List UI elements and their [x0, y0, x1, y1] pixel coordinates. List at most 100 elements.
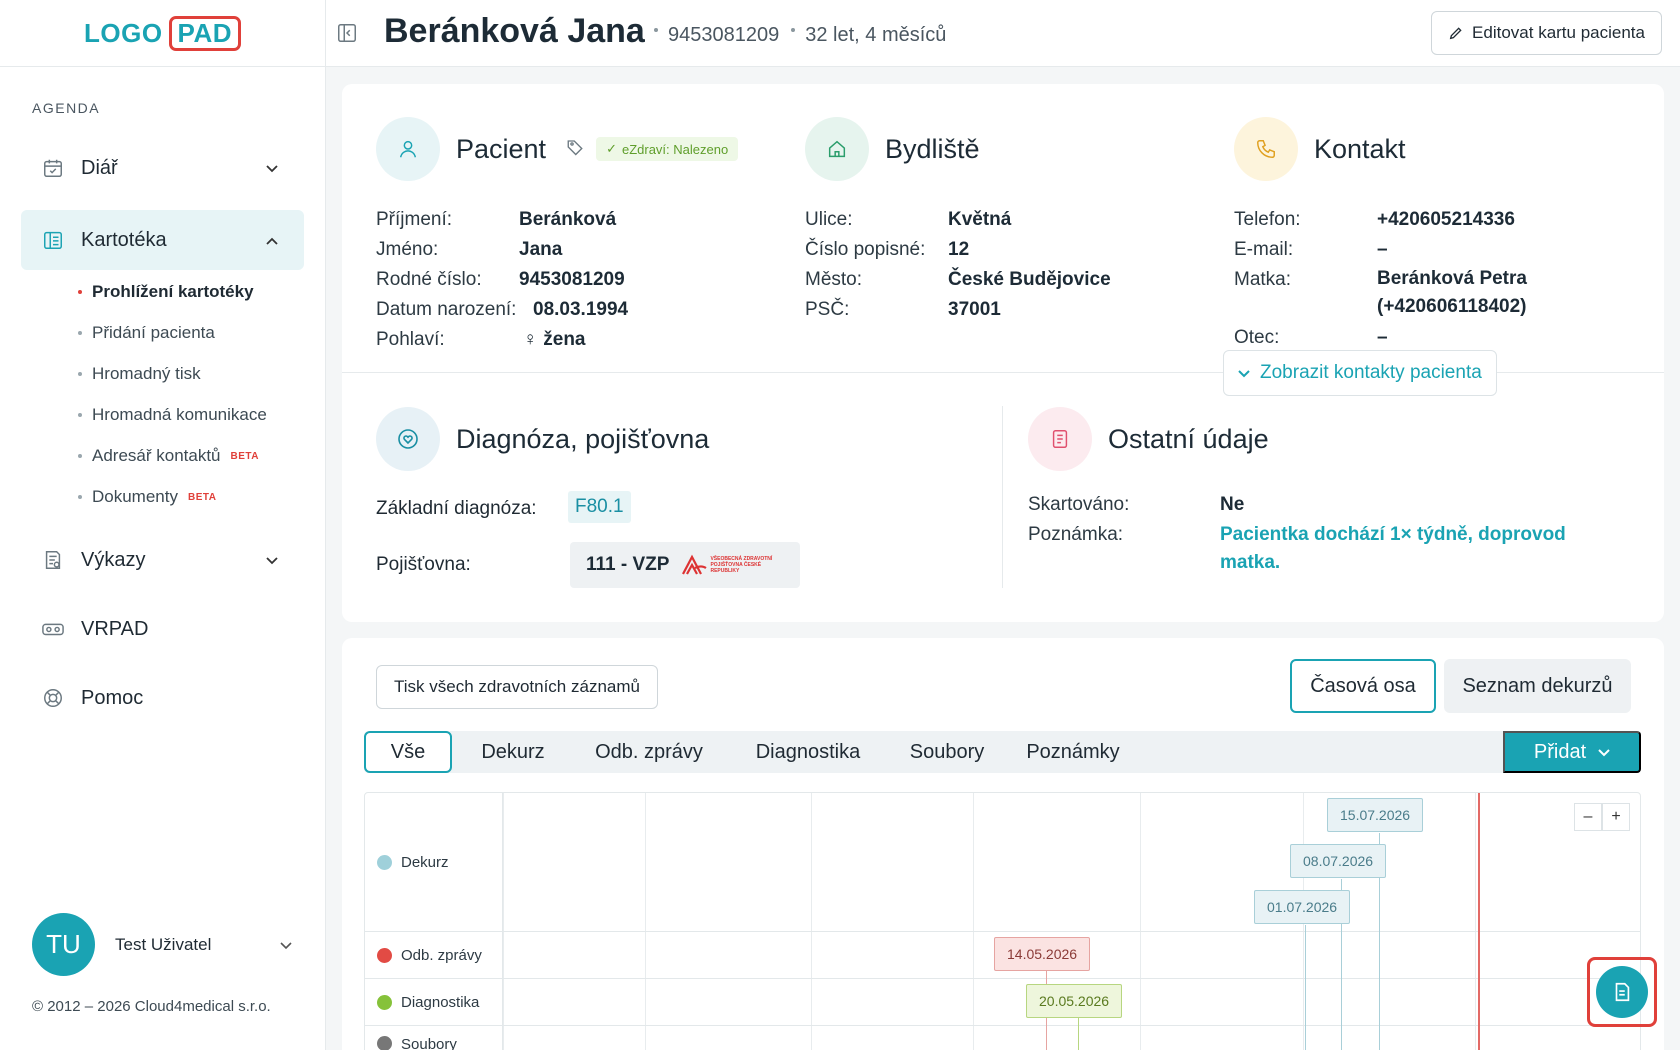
timeline-event[interactable]: 01.07.2026 — [1254, 890, 1351, 924]
subitem-label: Adresář kontaktů — [92, 446, 221, 465]
logo-part2: PAD — [168, 15, 242, 51]
ezdravi-badge: ✓ eZdraví: Nalezeno — [596, 137, 739, 161]
row-label: Soubory — [401, 1036, 457, 1050]
timeline-event[interactable]: 14.05.2026 — [994, 937, 1091, 971]
user-menu[interactable]: TU Test Uživatel — [32, 913, 292, 976]
field-label: Rodné číslo: — [376, 269, 482, 290]
tab-dekurz[interactable]: Dekurz — [481, 740, 545, 763]
insurer-value: 111 - VZP — [586, 554, 670, 575]
show-contacts-button[interactable]: Zobrazit kontakty pacienta — [1223, 350, 1497, 396]
field-value-phone: (+420606118402) — [1377, 296, 1527, 317]
bullet — [78, 290, 82, 294]
diagnosis-label: Základní diagnóza: — [376, 498, 537, 519]
sidebar-subitem-hromadna-komunikace[interactable]: Hromadná komunikace — [78, 405, 267, 425]
timeline-event[interactable]: 08.07.2026 — [1290, 844, 1387, 878]
field-value: 08.03.1994 — [533, 299, 629, 320]
field-value: Květná — [948, 209, 1012, 230]
tab-odb-zpravy[interactable]: Odb. zprávy — [595, 740, 703, 763]
field-value: – — [1377, 239, 1388, 260]
row-divider — [365, 1025, 1640, 1026]
field-label: Skartováno: — [1028, 494, 1130, 515]
field-label: Telefon: — [1234, 209, 1301, 230]
sidebar-item-label: VRPAD — [81, 617, 149, 640]
sidebar-subitem-adresar[interactable]: Adresář kontaktů BETA — [78, 446, 259, 466]
phone-icon — [1234, 117, 1298, 181]
sidebar-item-kartoteka[interactable]: Kartotéka — [21, 210, 304, 270]
subitem-label: Prohlížení kartotéky — [92, 282, 254, 301]
timeline-event[interactable]: 20.05.2026 — [1026, 984, 1123, 1018]
chevron-down-icon — [262, 552, 282, 568]
edit-patient-button[interactable]: Editovat kartu pacienta — [1431, 11, 1662, 55]
divider — [342, 372, 1664, 373]
zoom-out-button[interactable]: – — [1574, 803, 1602, 831]
diagnosis-section-header: Diagnóza, pojišťovna — [376, 407, 709, 471]
field-label: Datum narození: — [376, 299, 517, 320]
grid-line — [973, 793, 974, 1050]
sidebar-subitem-pridani[interactable]: Přidání pacienta — [78, 323, 215, 343]
tab-soubory[interactable]: Soubory — [909, 740, 985, 763]
diagnosis-section-title: Diagnóza, pojišťovna — [456, 423, 710, 454]
field-label: Ulice: — [805, 209, 853, 230]
view-timeline-button[interactable]: Časová osa — [1290, 659, 1436, 713]
event-stem — [1379, 833, 1380, 1050]
chevron-up-icon — [262, 232, 282, 248]
document-icon — [1028, 407, 1092, 471]
separator-dot — [791, 27, 796, 32]
row-divider — [365, 931, 1640, 932]
field-value: – — [1377, 327, 1388, 348]
grid-line — [645, 793, 646, 1050]
bullet — [78, 413, 82, 417]
page-title: Beránková Jana — [384, 12, 645, 50]
sidebar-item-label: Výkazy — [81, 548, 146, 571]
header-meta: 9453081209 32 let, 4 měsíců — [642, 24, 946, 47]
chevron-down-icon — [1238, 365, 1250, 381]
sidebar-item-pomoc[interactable]: Pomoc — [21, 668, 304, 728]
print-all-records-button[interactable]: Tisk všech zdravotních záznamů — [376, 665, 658, 709]
header-age: 32 let, 4 měsíců — [805, 24, 947, 46]
residence-section-header: Bydliště — [805, 117, 980, 181]
sidebar-item-vykazy[interactable]: Výkazy — [21, 530, 304, 590]
subitem-label: Dokumenty — [92, 487, 178, 506]
row-color-dot — [377, 1036, 392, 1050]
gender-value: ♀ žena — [523, 325, 586, 355]
user-icon — [376, 117, 440, 181]
grid-line — [811, 793, 812, 1050]
tag-icon[interactable] — [566, 138, 584, 161]
view-list-button[interactable]: Seznam dekurzů — [1444, 659, 1631, 713]
bullet — [78, 372, 82, 376]
sidebar-subitem-prohlizeni[interactable]: Prohlížení kartotéky — [78, 282, 254, 302]
vzp-logo-text: VŠEOBECNÁ ZDRAVOTNÍ POJIŠŤOVNA ČESKÉ REP… — [710, 556, 773, 574]
field-label: Pohlaví: — [376, 329, 445, 350]
zoom-in-button[interactable]: + — [1602, 803, 1630, 831]
home-icon — [805, 117, 869, 181]
sidebar-item-diar[interactable]: Diář — [21, 138, 304, 198]
timeline-row-label: Diagnostika — [365, 979, 503, 1025]
sidebar-toggle-icon[interactable] — [336, 22, 358, 44]
sidebar-item-vrpad[interactable]: VRPAD — [21, 599, 304, 659]
report-icon — [41, 548, 65, 572]
header-birth-number: 9453081209 — [668, 24, 780, 46]
tab-vse[interactable]: Vše — [364, 731, 452, 773]
pencil-icon — [1449, 27, 1462, 40]
sidebar-subitem-hromadny-tisk[interactable]: Hromadný tisk — [78, 364, 201, 384]
diagnosis-code[interactable]: F80.1 — [568, 491, 631, 523]
sidebar-subitem-dokumenty[interactable]: Dokumenty BETA — [78, 487, 216, 507]
tab-diagnostika[interactable]: Diagnostika — [755, 740, 861, 763]
document-fab-button[interactable] — [1596, 966, 1648, 1018]
event-stem — [1341, 879, 1342, 1050]
row-color-dot — [377, 947, 392, 963]
chevron-down-icon — [280, 937, 292, 953]
field-value: Beránková — [519, 209, 617, 230]
add-record-button[interactable]: Přidat — [1503, 731, 1641, 773]
logo[interactable]: LOGO PAD — [84, 15, 242, 51]
timeline-event[interactable]: 15.07.2026 — [1327, 798, 1424, 832]
field-label: Jméno: — [376, 239, 439, 260]
calendar-icon — [41, 156, 65, 180]
check-icon: ✓ — [606, 141, 617, 156]
bullet — [78, 495, 82, 499]
field-value: 9453081209 — [519, 269, 625, 290]
tab-poznamky[interactable]: Poznámky — [1026, 740, 1120, 763]
event-stem — [1078, 1003, 1079, 1050]
records-card: Tisk všech zdravotních záznamů Časová os… — [342, 638, 1664, 1050]
row-label: Dekurz — [401, 853, 449, 871]
